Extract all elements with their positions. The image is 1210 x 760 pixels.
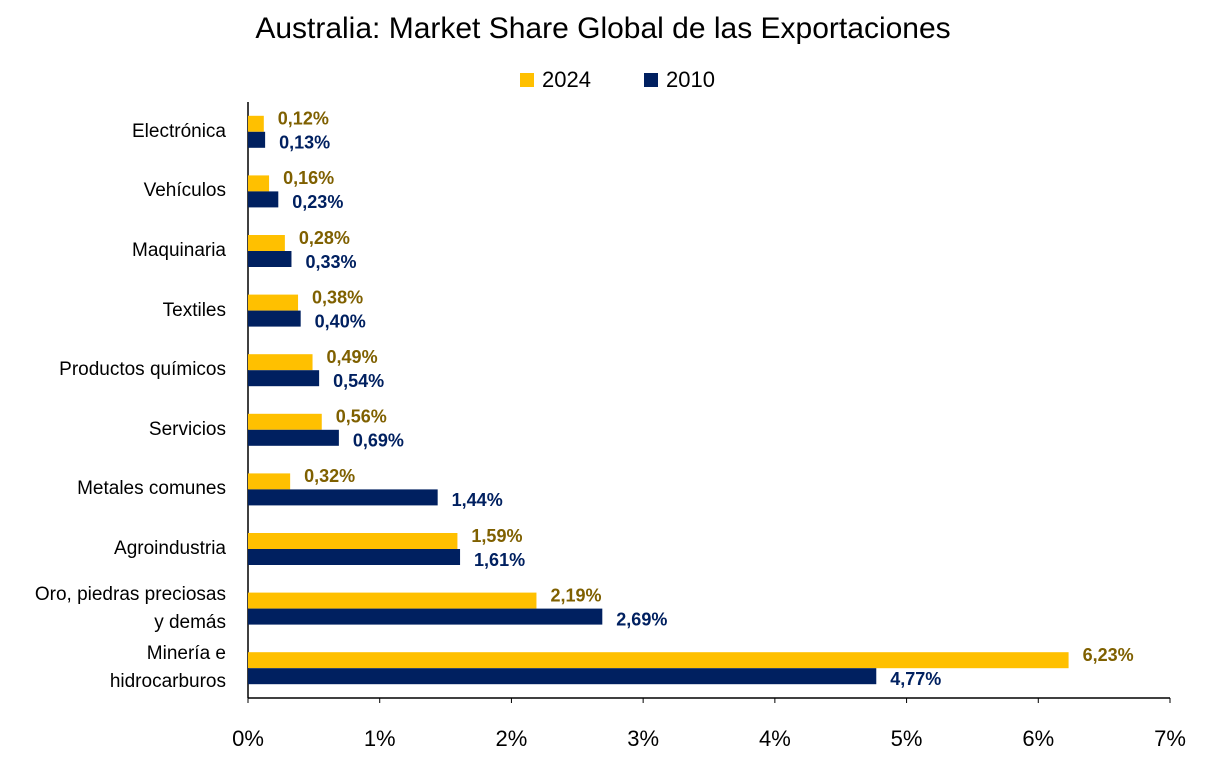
y-tick-label: Textiles	[162, 299, 226, 321]
bar	[248, 608, 603, 625]
value-label: 2,69%	[616, 609, 667, 629]
bar	[248, 175, 270, 192]
value-label: 4,77%	[890, 669, 941, 689]
value-label: 0,23%	[292, 192, 343, 212]
bar	[248, 592, 537, 609]
value-label: 0,49%	[327, 347, 378, 367]
value-label: 0,12%	[278, 109, 329, 129]
value-label: 0,32%	[304, 466, 355, 486]
bar	[248, 429, 339, 446]
value-label: 0,56%	[336, 407, 387, 427]
value-label: 0,38%	[312, 287, 363, 307]
legend-label: 2024	[542, 67, 591, 92]
value-label: 2,19%	[550, 585, 601, 605]
bar	[248, 310, 301, 327]
bar	[248, 549, 461, 565]
bar	[248, 131, 266, 148]
x-tick-label: 0%	[232, 726, 264, 751]
y-tick-label: Oro, piedras preciosas y demás	[34, 583, 226, 633]
y-tick-label: Maquinaria	[132, 240, 226, 261]
value-label: 0,13%	[279, 133, 330, 153]
bar	[248, 652, 1069, 669]
bar	[248, 413, 322, 430]
y-tick-label: Minería e hidrocarburos	[109, 643, 226, 693]
bar	[248, 294, 299, 311]
value-label: 1,61%	[474, 550, 525, 570]
bar	[248, 489, 438, 506]
y-tick-label: Metales comunes	[77, 478, 226, 500]
x-tick-label: 2%	[496, 726, 528, 751]
value-label: 0,33%	[305, 252, 356, 272]
chart-title: Australia: Market Share Global de las Ex…	[255, 12, 950, 45]
value-label: 0,40%	[315, 311, 366, 331]
bar	[248, 191, 279, 208]
y-tick-label: Servicios	[148, 418, 226, 440]
x-tick-label: 6%	[1022, 726, 1054, 751]
y-tick-label: Productos químicos	[59, 359, 226, 381]
legend-swatch	[644, 73, 658, 87]
x-tick-label: 3%	[627, 726, 659, 751]
x-tick-label: 7%	[1154, 726, 1186, 751]
bar	[248, 115, 264, 132]
value-label: 0,28%	[299, 228, 350, 248]
bar	[248, 235, 285, 251]
y-tick-label: Vehículos	[143, 180, 226, 202]
value-label: 6,23%	[1083, 645, 1134, 665]
value-label: 0,69%	[353, 431, 404, 451]
value-label: 1,44%	[452, 490, 503, 510]
bar	[248, 370, 320, 387]
x-tick-label: 1%	[364, 726, 396, 751]
value-label: 0,54%	[333, 371, 384, 391]
bar	[248, 354, 313, 371]
x-tick-label: 4%	[759, 726, 791, 751]
bar	[248, 533, 458, 549]
x-tick-label: 5%	[891, 726, 923, 751]
y-tick-label: Agroindustria	[114, 538, 226, 559]
value-label: 1,59%	[471, 526, 522, 546]
bar	[248, 668, 877, 685]
value-label: 0,16%	[283, 168, 334, 188]
legend-swatch	[520, 73, 534, 87]
legend-label: 2010	[666, 67, 715, 92]
y-tick-label: Electrónica	[132, 120, 226, 142]
bar	[248, 251, 292, 267]
bar	[248, 473, 291, 490]
